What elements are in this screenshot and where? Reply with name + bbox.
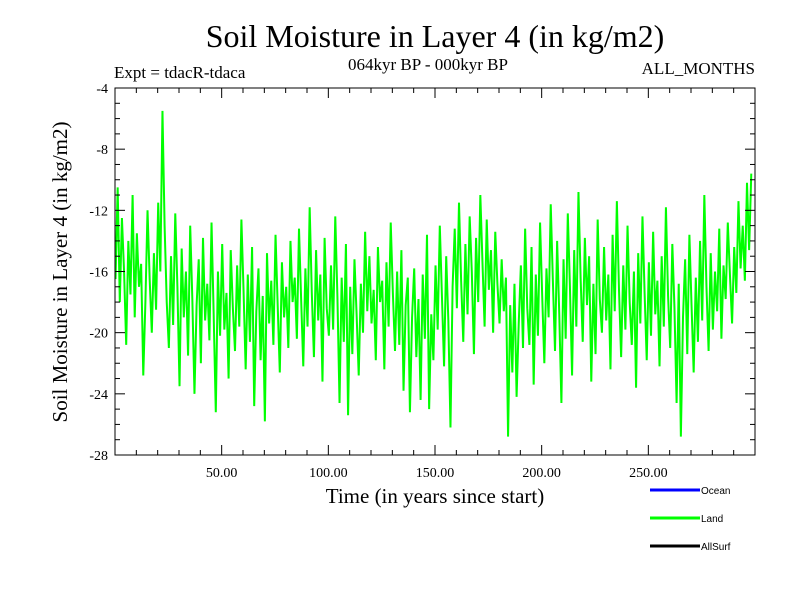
months-label: ALL_MONTHS [642,59,755,78]
chart-title: Soil Moisture in Layer 4 (in kg/m2) [206,18,665,54]
x-tick-label: 250.00 [629,466,668,481]
y-axis-label: Soil Moisture in Layer 4 (in kg/m2) [48,122,72,423]
x-axis-label: Time (in years since start) [326,484,545,508]
series-layer [115,110,753,437]
period-label: 064kyr BP - 000kyr BP [348,55,508,74]
x-tick-label: 150.00 [416,466,455,481]
y-tick-label: -28 [89,449,108,464]
y-tick-label: -16 [89,266,108,281]
y-tick-label: -24 [89,388,108,403]
y-tick-label: -8 [96,143,108,158]
y-tick-label: -4 [96,82,108,97]
experiment-label: Expt = tdacR-tdaca [114,63,246,82]
legend-land-label: Land [701,514,723,525]
legend-ocean-label: Ocean [701,486,730,497]
series-land-line [115,110,753,437]
y-tick-label: -20 [89,327,108,342]
x-tick-label: 50.00 [206,466,238,481]
legend-allsurf-label: AllSurf [701,542,731,553]
x-tick-label: 100.00 [309,466,348,481]
y-tick-label: -12 [89,204,108,219]
axis-ticks: 50.00 100.00 150.00 200.00 250.00 -4 -8 -12 -16 -… [89,82,755,481]
legend: Ocean Land AllSurf [650,486,731,553]
x-tick-label: 200.00 [522,466,561,481]
